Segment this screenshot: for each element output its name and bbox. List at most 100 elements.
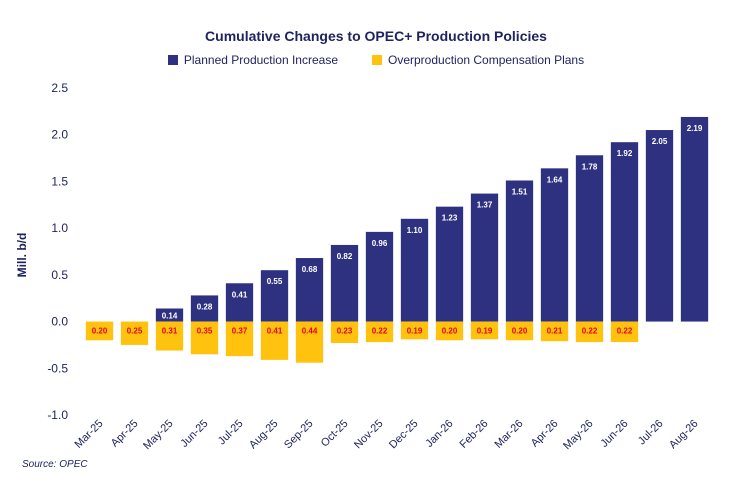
data-label-compensation: 0.19 bbox=[477, 327, 493, 336]
legend-swatch-planned bbox=[167, 55, 178, 65]
y-tick-label: 2.5 bbox=[51, 81, 68, 95]
data-label-compensation: 0.23 bbox=[337, 327, 353, 336]
data-label-compensation: 0.35 bbox=[197, 327, 213, 336]
x-tick-label: Dec-25 bbox=[387, 418, 421, 452]
bar-planned bbox=[505, 180, 534, 322]
bar-compensation bbox=[435, 321, 464, 341]
x-tick-label: Aug-25 bbox=[247, 418, 281, 452]
data-label-compensation: 0.37 bbox=[232, 327, 248, 336]
x-tick-label: May-26 bbox=[561, 418, 595, 452]
x-tick-label: Jul-26 bbox=[636, 418, 666, 448]
chart-legend: Planned Production Increase Overproducti… bbox=[0, 53, 752, 67]
bar-compensation bbox=[540, 321, 569, 342]
data-label-planned: 0.14 bbox=[162, 312, 178, 321]
x-tick-label: Jun-26 bbox=[598, 418, 630, 450]
x-tick-label: Nov-25 bbox=[352, 418, 386, 452]
data-label-planned: 1.78 bbox=[582, 162, 598, 171]
bar-compensation bbox=[120, 321, 149, 345]
x-tick-label: Apr-26 bbox=[529, 418, 561, 450]
bar-compensation bbox=[155, 321, 184, 351]
data-label-planned: 1.51 bbox=[512, 187, 528, 196]
bar-planned bbox=[470, 193, 499, 322]
data-label-compensation: 0.22 bbox=[617, 327, 633, 336]
x-tick-label: Jul-25 bbox=[216, 418, 246, 448]
data-label-planned: 0.68 bbox=[302, 265, 318, 274]
data-label-planned: 0.28 bbox=[197, 302, 213, 311]
legend-item-compensation: Overproduction Compensation Plans bbox=[372, 53, 584, 67]
data-label-compensation: 0.44 bbox=[302, 327, 318, 336]
bar-planned bbox=[155, 308, 184, 322]
bar-planned bbox=[610, 142, 639, 322]
bar-compensation bbox=[190, 321, 219, 355]
data-label-compensation: 0.19 bbox=[407, 327, 423, 336]
x-tick-label: May-25 bbox=[141, 418, 175, 452]
legend-swatch-compensation bbox=[372, 55, 382, 65]
x-tick-label: Mar-26 bbox=[492, 418, 525, 451]
data-label-compensation: 0.22 bbox=[372, 327, 388, 336]
data-label-compensation: 0.20 bbox=[442, 327, 458, 336]
bar-compensation bbox=[610, 321, 639, 343]
bar-planned bbox=[225, 283, 254, 322]
data-label-planned: 1.92 bbox=[617, 149, 633, 158]
bar-planned bbox=[435, 206, 464, 322]
data-label-planned: 0.41 bbox=[232, 290, 248, 299]
bar-compensation bbox=[330, 321, 359, 344]
bar-compensation bbox=[505, 321, 534, 341]
bar-compensation bbox=[85, 321, 114, 341]
bars: 0.14 0.28 0.41 0.55 0.68 0.82 0.96 1.10 1.23 1.37… bbox=[85, 116, 709, 363]
data-label-planned: 1.64 bbox=[547, 175, 563, 184]
x-tick-label: Aug-26 bbox=[667, 418, 701, 452]
data-label-compensation: 0.22 bbox=[582, 327, 598, 336]
bar-planned bbox=[680, 116, 709, 322]
y-tick-labels: 2.5 2.0 1.5 1.0 0.5 0.0 -0.5 -1.0 bbox=[47, 81, 68, 422]
bar-planned bbox=[190, 295, 219, 322]
bar-planned bbox=[540, 168, 569, 322]
x-tick-labels: Mar-25 Apr-25 May-25 Jun-25 Jul-25 Aug-25 Sep-… bbox=[72, 418, 700, 452]
x-tick-label: Apr-25 bbox=[109, 418, 141, 450]
data-label-compensation: 0.41 bbox=[267, 327, 283, 336]
data-label-planned: 0.96 bbox=[372, 239, 388, 248]
bar-planned bbox=[365, 231, 394, 322]
data-label-compensation: 0.20 bbox=[92, 327, 108, 336]
bar-planned bbox=[295, 258, 324, 322]
x-tick-label: Jan-26 bbox=[423, 418, 455, 450]
x-tick-label: Jun-25 bbox=[178, 418, 210, 450]
bar-planned bbox=[260, 270, 289, 322]
bar-compensation bbox=[260, 321, 289, 360]
y-tick-label: 1.5 bbox=[51, 174, 68, 188]
legend-label-planned: Planned Production Increase bbox=[183, 53, 338, 67]
chart-title: Cumulative Changes to OPEC+ Production P… bbox=[205, 28, 547, 44]
data-label-planned: 0.55 bbox=[267, 277, 283, 286]
data-label-planned: 2.05 bbox=[652, 137, 668, 146]
bar-planned bbox=[575, 155, 604, 322]
data-label-compensation: 0.25 bbox=[127, 327, 143, 336]
x-tick-label: Feb-26 bbox=[457, 418, 490, 451]
data-label-planned: 1.37 bbox=[477, 201, 493, 210]
bar-compensation bbox=[575, 321, 604, 343]
bar-compensation bbox=[365, 321, 394, 343]
data-label-planned: 2.19 bbox=[687, 124, 703, 133]
bar-planned bbox=[645, 130, 674, 322]
data-label-compensation: 0.21 bbox=[547, 327, 563, 336]
bar-compensation bbox=[470, 321, 499, 340]
data-label-compensation: 0.20 bbox=[512, 327, 528, 336]
y-tick-label: 1.0 bbox=[51, 221, 68, 235]
y-tick-label: 2.0 bbox=[51, 128, 68, 142]
x-tick-label: Sep-25 bbox=[282, 418, 316, 452]
data-label-planned: 1.10 bbox=[407, 226, 423, 235]
y-tick-label: -1.0 bbox=[47, 408, 68, 422]
legend-label-compensation: Overproduction Compensation Plans bbox=[388, 53, 585, 67]
data-label-planned: 0.82 bbox=[337, 252, 353, 261]
y-tick-label: 0.0 bbox=[51, 315, 68, 329]
source-note: Source: OPEC bbox=[22, 459, 88, 470]
data-label-planned: 1.23 bbox=[442, 214, 458, 223]
x-tick-label: Mar-25 bbox=[72, 418, 105, 451]
data-label-compensation: 0.31 bbox=[162, 327, 178, 336]
bar-planned bbox=[400, 218, 429, 322]
legend-item-planned: Planned Production Increase bbox=[167, 53, 338, 67]
bar-compensation bbox=[225, 321, 254, 357]
x-tick-label: Oct-25 bbox=[319, 418, 351, 450]
bar-compensation bbox=[295, 321, 324, 363]
bar-planned bbox=[330, 244, 359, 322]
